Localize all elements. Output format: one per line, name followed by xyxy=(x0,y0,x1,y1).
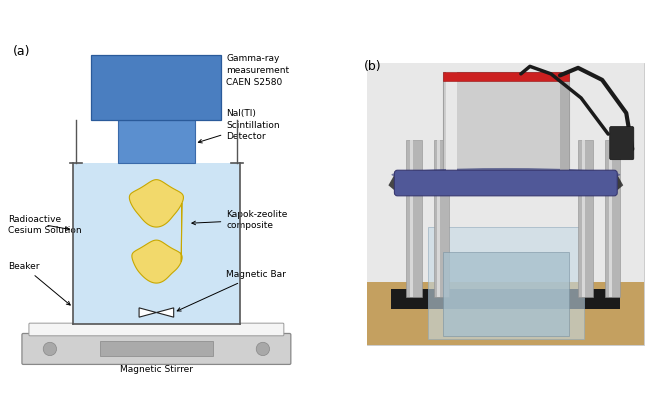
Bar xyxy=(73,164,239,324)
Polygon shape xyxy=(139,308,156,317)
FancyBboxPatch shape xyxy=(394,170,617,196)
Bar xyxy=(406,140,422,297)
Bar xyxy=(560,72,569,176)
FancyBboxPatch shape xyxy=(22,334,291,364)
Bar xyxy=(609,140,612,297)
Text: Gamma-ray
measurement
CAEN S2580: Gamma-ray measurement CAEN S2580 xyxy=(226,54,289,87)
Bar xyxy=(91,55,221,120)
Bar xyxy=(437,140,440,297)
Bar xyxy=(605,140,621,297)
FancyBboxPatch shape xyxy=(610,127,634,160)
Circle shape xyxy=(256,342,270,356)
Bar xyxy=(118,120,195,164)
Bar xyxy=(446,72,457,176)
Bar xyxy=(100,342,213,356)
Bar xyxy=(443,72,569,176)
Text: Magnetic Stirrer: Magnetic Stirrer xyxy=(120,365,193,374)
Bar xyxy=(367,282,644,345)
Bar xyxy=(434,140,449,297)
Text: (a): (a) xyxy=(13,45,30,58)
Polygon shape xyxy=(129,180,184,283)
Bar xyxy=(391,289,621,309)
Circle shape xyxy=(43,342,56,356)
Text: Magnetic Bar: Magnetic Bar xyxy=(177,271,286,311)
Text: Kapok-zeolite
composite: Kapok-zeolite composite xyxy=(192,210,288,230)
Bar xyxy=(443,251,569,336)
Text: NaI(Tl)
Scintillation
Detector: NaI(Tl) Scintillation Detector xyxy=(198,109,280,143)
Text: Radioactive
Cesium Solution: Radioactive Cesium Solution xyxy=(9,215,82,235)
Bar xyxy=(578,140,593,297)
Text: (b): (b) xyxy=(364,60,382,73)
Bar xyxy=(581,140,585,297)
Bar xyxy=(410,140,413,297)
Text: Beaker: Beaker xyxy=(9,262,70,305)
Bar xyxy=(443,72,569,81)
Polygon shape xyxy=(389,175,623,193)
Ellipse shape xyxy=(391,168,621,181)
Bar xyxy=(428,227,584,339)
FancyBboxPatch shape xyxy=(29,323,284,336)
Bar xyxy=(367,63,644,288)
Polygon shape xyxy=(156,308,174,317)
